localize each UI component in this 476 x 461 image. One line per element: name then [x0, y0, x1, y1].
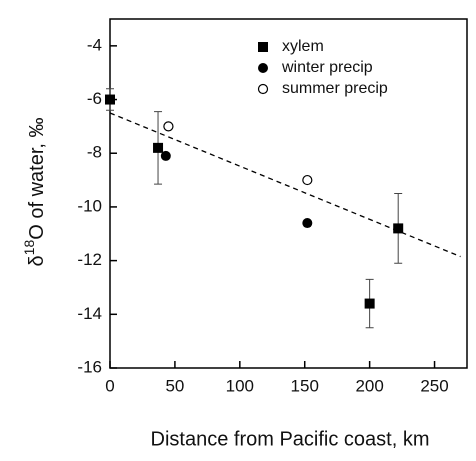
marker-circle	[258, 63, 268, 73]
y-tick-label: -8	[87, 143, 102, 162]
marker-open-circle	[163, 121, 174, 132]
marker-circle	[160, 150, 171, 161]
y-tick-label: -4	[87, 35, 102, 54]
y-label-sup: 18	[21, 240, 37, 256]
marker-circle	[302, 218, 313, 229]
marker-square	[105, 94, 115, 105]
y-axis-label: δ18O of water, ‰	[21, 118, 49, 267]
x-tick-label: 100	[226, 376, 254, 395]
marker-square	[393, 223, 404, 234]
y-tick-label: -10	[77, 196, 102, 215]
x-tick-label: 150	[291, 376, 319, 395]
y-label-part: δ	[26, 255, 48, 266]
y-tick-label: -12	[77, 250, 102, 269]
legend-label: xylem	[282, 38, 324, 55]
plot-frame	[109, 18, 468, 369]
y-label-part: O of water, ‰	[26, 118, 48, 240]
x-tick-label: 250	[420, 376, 448, 395]
y-tick-label: -14	[77, 304, 102, 323]
y-tick-label: -6	[87, 89, 102, 108]
x-axis-label: Distance from Pacific coast, km	[151, 428, 430, 450]
marker-square	[153, 142, 164, 153]
x-tick-label: 200	[355, 376, 383, 395]
legend-label: winter precip	[281, 59, 373, 76]
x-tick-label: 0	[105, 376, 114, 395]
x-tick-label: 50	[165, 376, 184, 395]
y-tick-label: -16	[77, 357, 102, 376]
marker-open-circle	[257, 83, 269, 95]
marker-open-circle	[302, 174, 313, 186]
marker-square	[258, 42, 268, 52]
fit-line	[109, 112, 461, 258]
marker-square	[364, 298, 375, 309]
legend-label: summer precip	[282, 80, 388, 97]
